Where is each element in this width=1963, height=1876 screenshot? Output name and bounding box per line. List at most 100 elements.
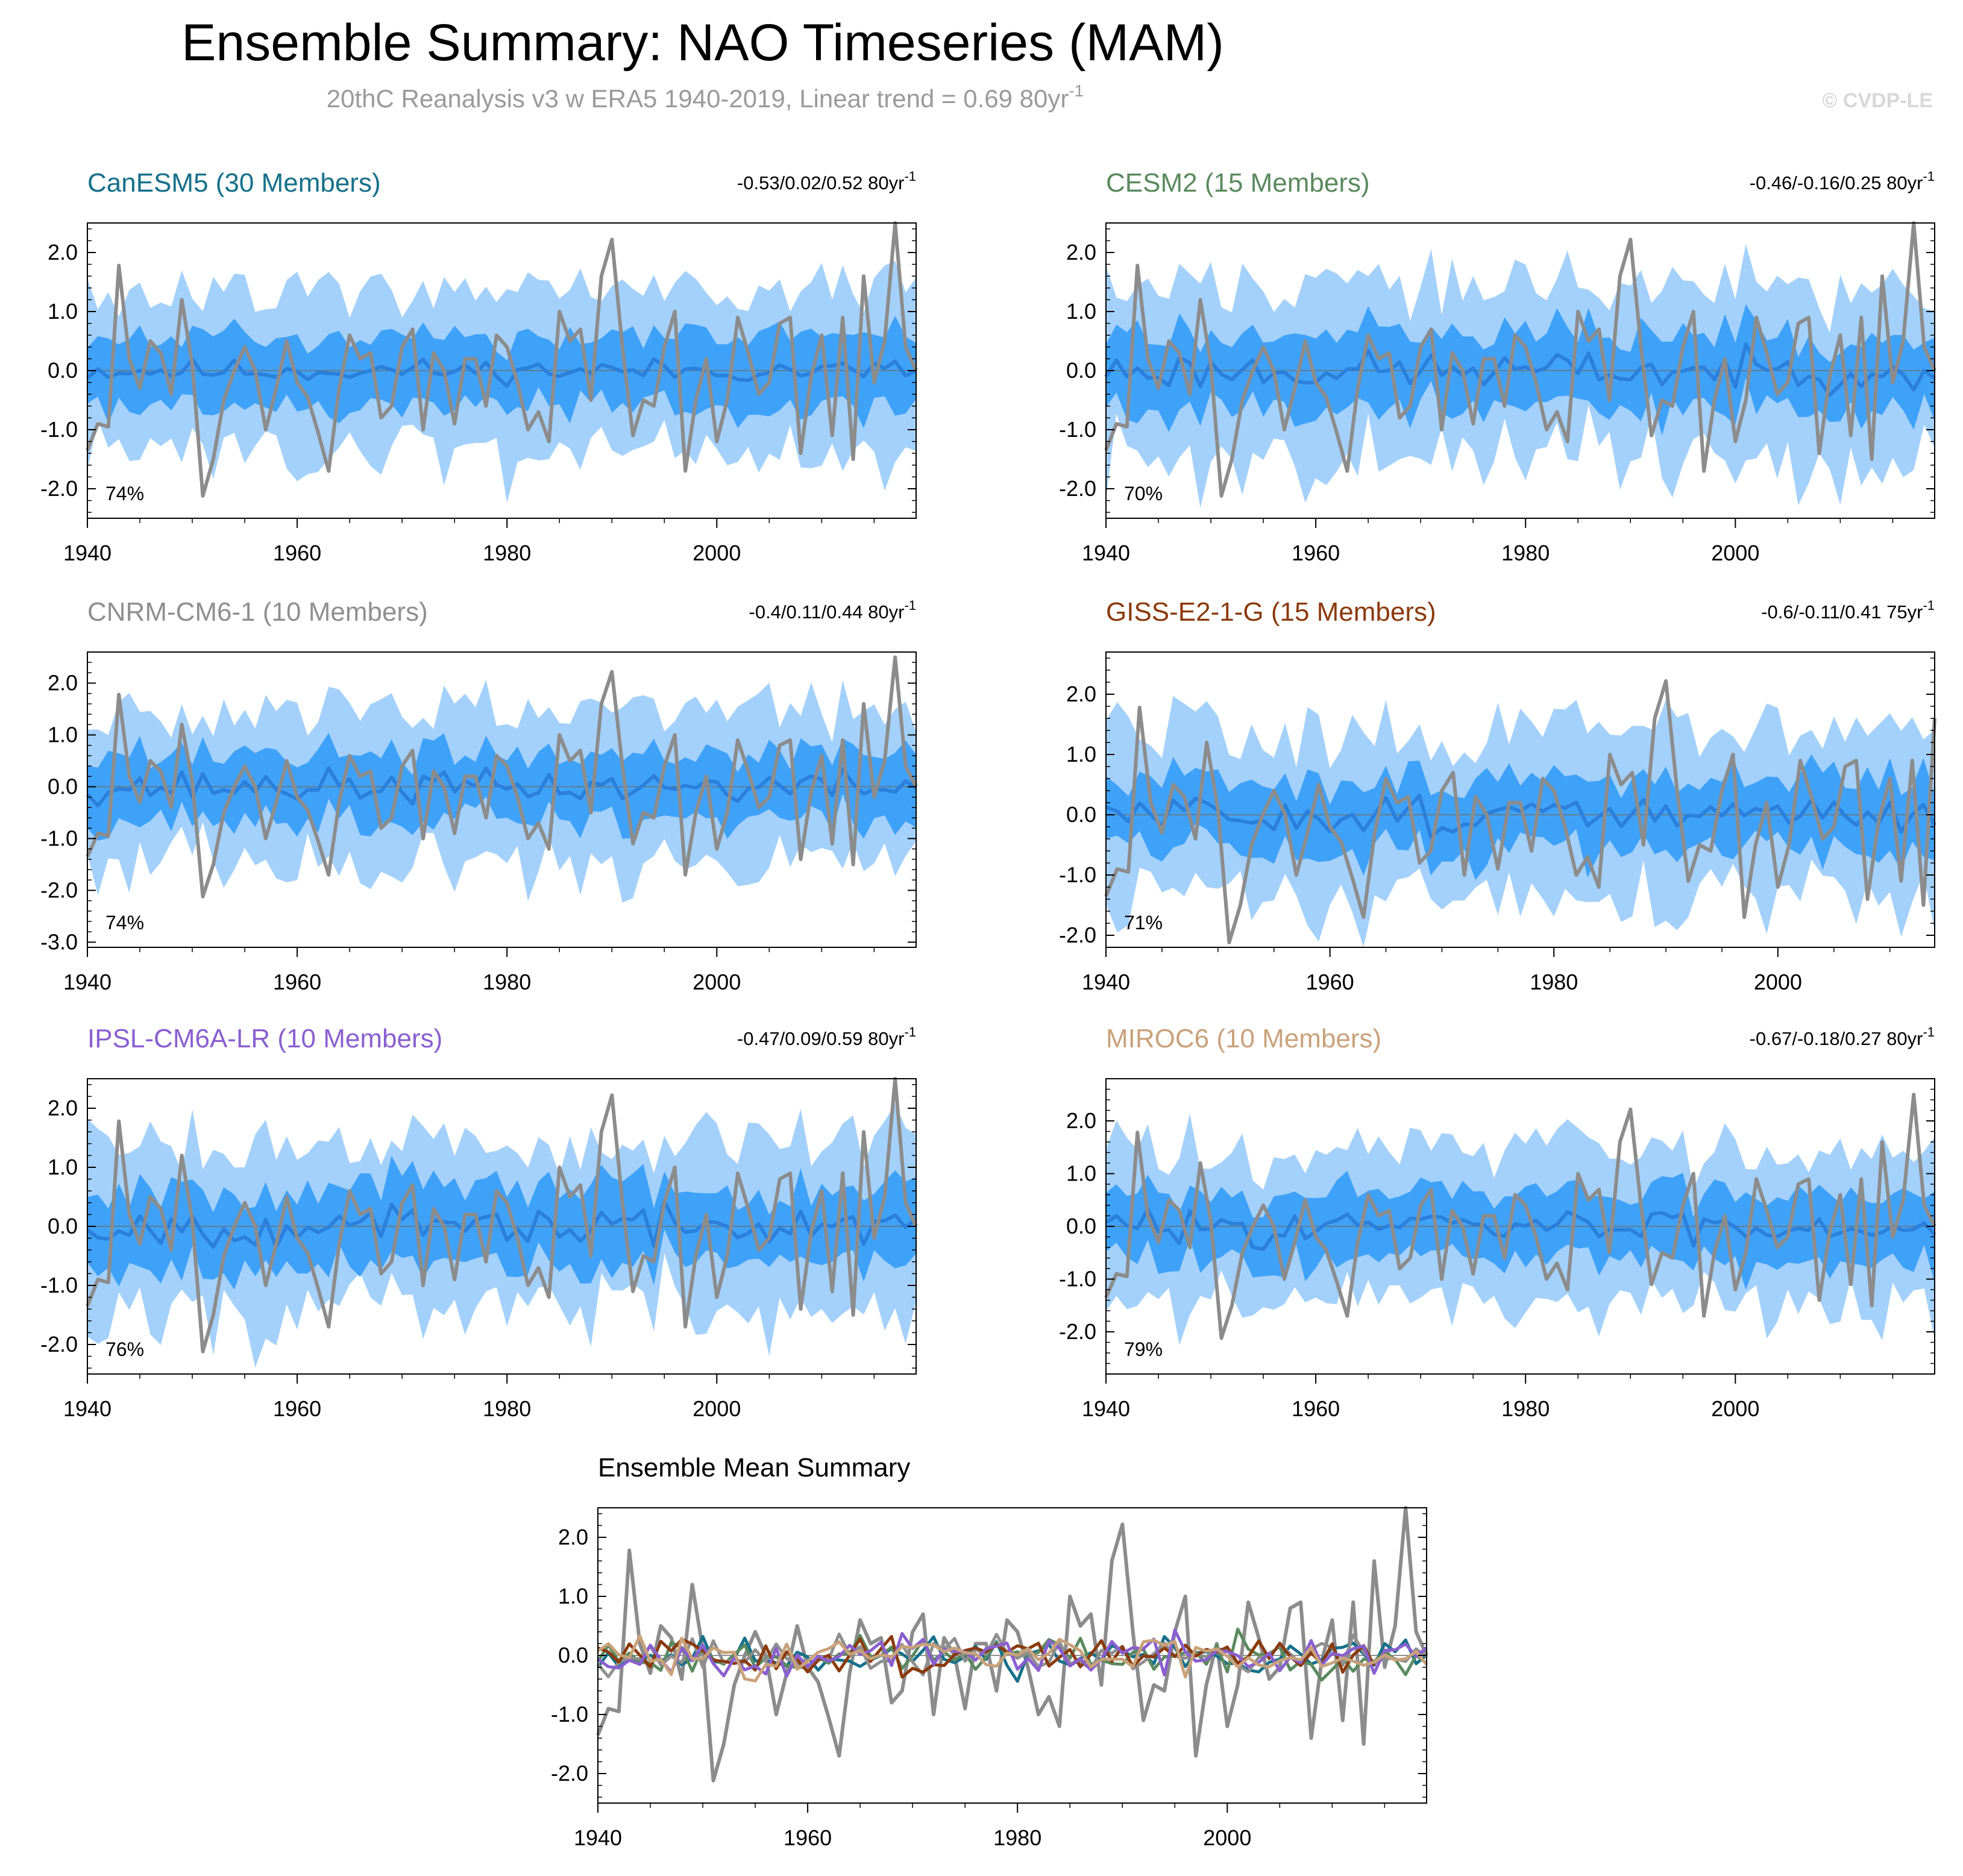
ytick-label-summary: -1.0 [551, 1702, 588, 1727]
xtick-label-ipsl: 1980 [483, 1396, 531, 1421]
xtick-label-miroc6: 1960 [1292, 1396, 1340, 1421]
ytick-label-cnrm: -2.0 [40, 877, 78, 902]
figure-title: Ensemble Summary: NAO Timeseries (MAM) [181, 14, 1224, 72]
inner-spread-band-miroc6 [1106, 1171, 1935, 1290]
xtick-label-canesm5: 1940 [63, 541, 111, 565]
ytick-label-canesm5: 2.0 [48, 240, 78, 265]
ytick-label-summary: 2.0 [558, 1525, 588, 1549]
ytick-label-cnrm: 0.0 [48, 774, 78, 799]
observed-line-giss [1104, 679, 1936, 944]
xtick-label-canesm5: 2000 [693, 541, 741, 565]
ytick-label-cesm2: 0.0 [1066, 358, 1096, 383]
ytick-label-giss: -2.0 [1059, 923, 1096, 947]
xtick-label-canesm5: 1980 [483, 541, 531, 565]
observed-line-canesm5 [86, 221, 918, 498]
panel-stats-miroc6: -0.67/-0.18/0.27 80yr-1 [1750, 1024, 1935, 1049]
model-mean-line-6 [597, 1634, 1428, 1683]
observed-line-miroc6 [1104, 1093, 1936, 1340]
xtick-label-miroc6: 1940 [1082, 1396, 1130, 1421]
xtick-label-ipsl: 2000 [693, 1396, 741, 1421]
figure-subtitle: 20thC Reanalysis v3 w ERA5 1940-2019, Li… [327, 81, 1084, 113]
ensemble-mean-line-giss [1105, 793, 1936, 839]
xtick-label-ipsl: 1940 [63, 1396, 111, 1421]
observed-line-ipsl [86, 1077, 918, 1354]
xtick-label-cesm2: 1940 [1082, 541, 1130, 565]
ytick-label-ipsl: 0.0 [48, 1214, 78, 1238]
xtick-label-miroc6: 2000 [1711, 1396, 1759, 1421]
panel-title-giss: GISS-E2-1-G (15 Members) [1106, 597, 1436, 627]
panel-stats-cesm2: -0.46/-0.16/0.25 80yr-1 [1750, 169, 1935, 193]
ytick-label-ipsl: -1.0 [40, 1273, 78, 1297]
panel-stats-giss: -0.6/-0.11/0.41 75yr-1 [1761, 598, 1935, 623]
ytick-label-miroc6: 0.0 [1066, 1214, 1096, 1238]
panel-stats-canesm5: -0.53/0.02/0.52 80yr-1 [737, 169, 916, 193]
ytick-label-miroc6: 2.0 [1066, 1108, 1096, 1133]
xtick-label-summary: 2000 [1203, 1825, 1251, 1850]
ytick-label-cesm2: -2.0 [1059, 476, 1096, 501]
panel-giss: GISS-E2-1-G (15 Members) -0.6/-0.11/0.41 … [1059, 597, 1936, 994]
ytick-label-cesm2: 2.0 [1066, 240, 1096, 265]
percent-label-cnrm: 74% [105, 912, 144, 933]
panel-title-miroc6: MIROC6 (10 Members) [1106, 1024, 1381, 1053]
panel-title-canesm5: CanESM5 (30 Members) [87, 168, 381, 198]
ytick-label-cnrm: 1.0 [48, 723, 78, 747]
ytick-label-summary: 0.0 [558, 1643, 588, 1667]
percent-label-ipsl: 76% [105, 1338, 144, 1360]
ensemble-mean-line-ipsl [86, 1199, 917, 1249]
inner-spread-band-canesm5 [87, 315, 916, 428]
ytick-label-canesm5: 1.0 [48, 299, 78, 324]
percent-label-giss: 71% [1124, 912, 1163, 933]
xtick-label-cnrm: 1940 [63, 970, 111, 994]
panel-cesm2: CESM2 (15 Members) -0.46/-0.16/0.25 80yr-… [1059, 168, 1936, 565]
ytick-label-giss: -1.0 [1059, 862, 1096, 887]
ytick-label-miroc6: 1.0 [1066, 1161, 1096, 1186]
ensemble-mean-line-cesm2 [1104, 342, 1936, 397]
plot-frame-cnrm [87, 651, 917, 948]
plot-frame-giss [1105, 651, 1935, 948]
ytick-label-canesm5: -1.0 [40, 417, 78, 442]
observed-line-cnrm [86, 655, 918, 899]
xtick-label-ipsl: 1960 [273, 1396, 321, 1421]
ytick-label-ipsl: 2.0 [48, 1096, 78, 1120]
xtick-label-miroc6: 1980 [1501, 1396, 1550, 1421]
panel-stats-cnrm: -0.4/0.11/0.44 80yr-1 [749, 598, 917, 623]
ytick-label-miroc6: -2.0 [1059, 1319, 1096, 1344]
xtick-label-summary: 1960 [784, 1825, 832, 1850]
panel-title-ipsl: IPSL-CM6A-LR (10 Members) [87, 1024, 442, 1053]
ytick-label-giss: 0.0 [1066, 802, 1096, 827]
ensemble-mean-line-canesm5 [86, 357, 917, 388]
xtick-label-giss: 1940 [1082, 970, 1130, 994]
panels-group: CanESM5 (30 Members) -0.53/0.02/0.52 80yr… [40, 168, 1936, 1850]
ytick-label-summary: -2.0 [551, 1761, 588, 1786]
panel-stats-ipsl: -0.47/0.09/0.59 80yr-1 [737, 1024, 916, 1049]
panel-cnrm: CNRM-CM6-1 (10 Members) -0.4/0.11/0.44 80… [40, 597, 918, 994]
xtick-label-canesm5: 1960 [273, 541, 321, 565]
xtick-label-giss: 1960 [1306, 970, 1354, 994]
percent-label-canesm5: 74% [105, 483, 144, 504]
inner-spread-band-cesm2 [1106, 304, 1935, 436]
panel-ipsl: IPSL-CM6A-LR (10 Members) -0.47/0.09/0.59… [40, 1024, 918, 1421]
subtitle-superscript: -1 [1069, 81, 1084, 100]
ytick-label-cnrm: -3.0 [40, 929, 78, 954]
observed-line-summary [596, 1506, 1428, 1783]
panel-title-cnrm: CNRM-CM6-1 (10 Members) [87, 597, 428, 627]
xtick-label-cesm2: 1960 [1292, 541, 1340, 565]
percent-label-cesm2: 70% [1124, 483, 1163, 504]
ytick-label-cnrm: 2.0 [48, 671, 78, 695]
panel-miroc6: MIROC6 (10 Members) -0.67/-0.18/0.27 80yr… [1059, 1024, 1936, 1421]
inner-spread-band-giss [1106, 754, 1935, 880]
xtick-label-cesm2: 1980 [1501, 541, 1550, 565]
panel-title-summary: Ensemble Mean Summary [598, 1453, 910, 1482]
ytick-label-cesm2: -1.0 [1059, 417, 1096, 442]
ytick-label-giss: 2.0 [1066, 682, 1096, 706]
observed-line-cesm2 [1104, 221, 1936, 498]
ensemble-mean-line-miroc6 [1105, 1207, 1936, 1251]
panel-summary: Ensemble Mean Summary 2.0 1.0 0.0 -1.0 -2.0 19… [551, 1453, 1428, 1850]
ytick-label-ipsl: 1.0 [48, 1155, 78, 1179]
xtick-label-cnrm: 1960 [273, 970, 321, 994]
ytick-label-cnrm: -1.0 [40, 826, 78, 850]
panel-title-cesm2: CESM2 (15 Members) [1106, 168, 1370, 198]
xtick-label-cesm2: 2000 [1711, 541, 1759, 565]
xtick-label-giss: 2000 [1754, 970, 1802, 994]
ytick-label-cesm2: 1.0 [1066, 299, 1096, 324]
